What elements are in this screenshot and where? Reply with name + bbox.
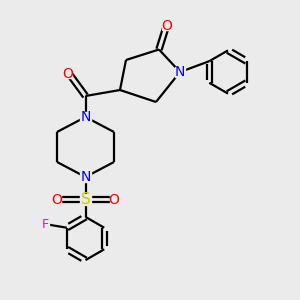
- Bar: [175, 67, 185, 77]
- Text: N: N: [80, 170, 91, 184]
- Bar: [52, 195, 62, 204]
- Bar: [80, 194, 91, 205]
- Bar: [63, 69, 72, 78]
- Bar: [41, 220, 50, 229]
- Text: N: N: [175, 65, 185, 79]
- Text: O: O: [62, 67, 73, 80]
- Text: F: F: [42, 218, 49, 231]
- Text: O: O: [52, 193, 62, 206]
- Bar: [162, 21, 171, 30]
- Bar: [110, 195, 118, 204]
- Bar: [80, 112, 91, 122]
- Text: O: O: [161, 19, 172, 32]
- Text: S: S: [81, 192, 90, 207]
- Text: N: N: [80, 110, 91, 124]
- Bar: [80, 172, 91, 182]
- Text: O: O: [109, 193, 119, 206]
